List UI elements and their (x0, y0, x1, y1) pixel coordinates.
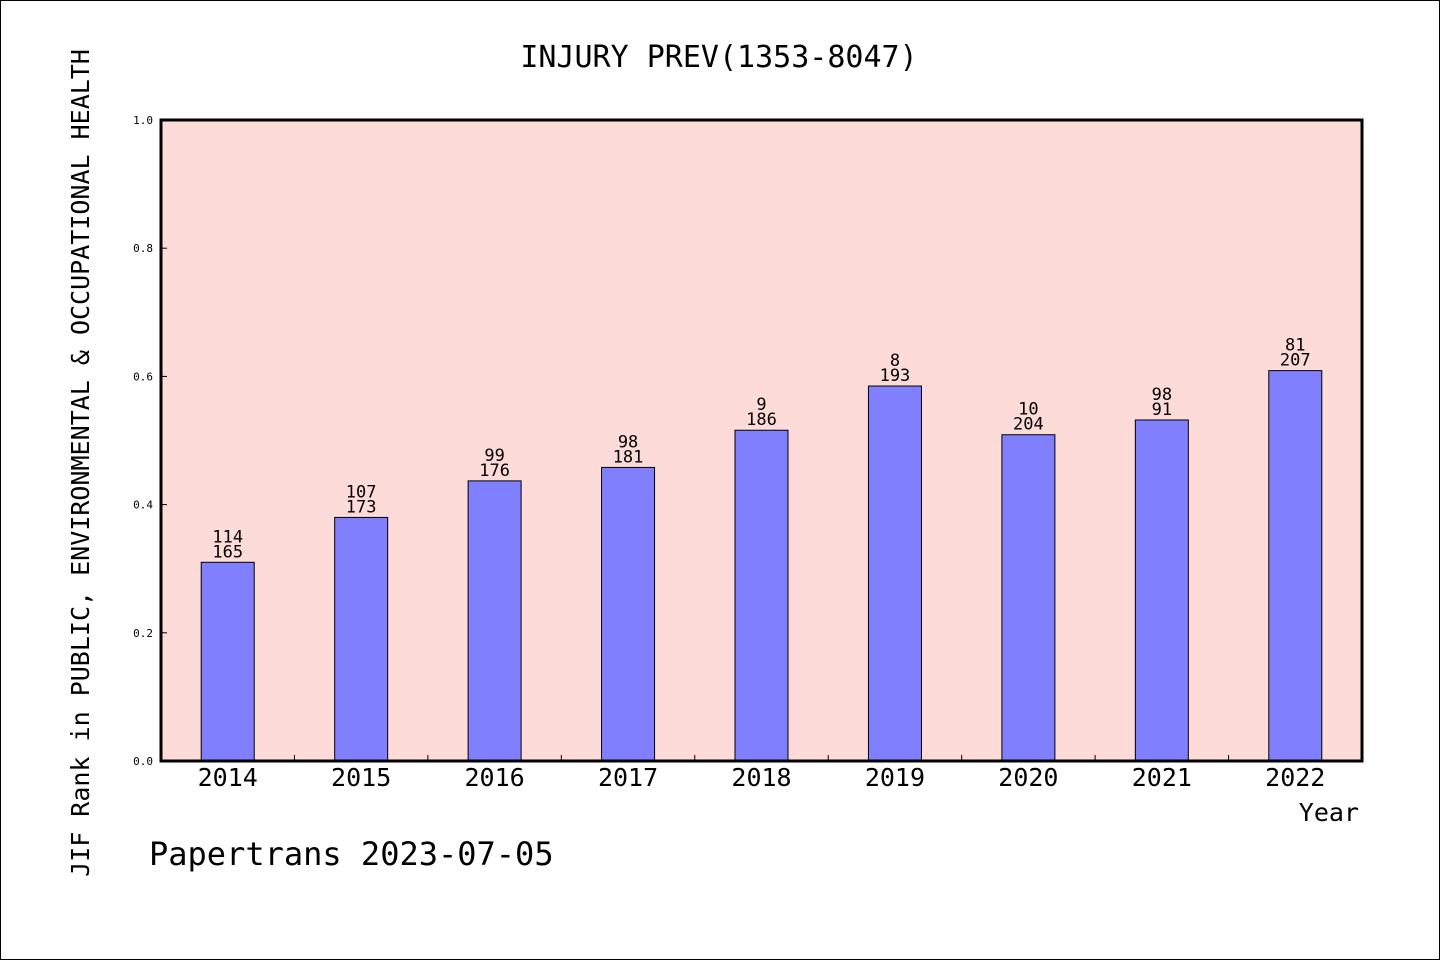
bar-total-label: 173 (346, 497, 377, 517)
y-axis-label: JIF Rank in PUBLIC, ENVIRONMENTAL & OCCU… (66, 49, 95, 877)
bar-rank-label: 99 (484, 446, 504, 466)
bar (1001, 434, 1056, 762)
x-axis-label: Year (1299, 798, 1359, 827)
bar-labels: 1141651071739917698181918681931020498918… (212, 336, 1310, 563)
bar-total-label: 207 (1280, 351, 1311, 371)
bar-rank-label: 98 (1152, 385, 1172, 405)
chart-title: INJURY PREV(1353-8047) (520, 40, 917, 75)
x-tick-label: 2018 (731, 763, 791, 792)
bar (467, 480, 522, 762)
x-tick-label: 2020 (998, 763, 1058, 792)
y-tick-label: 0.8 (133, 242, 153, 255)
bar-rank-label: 10 (1018, 400, 1038, 420)
x-tick-label: 2015 (331, 763, 391, 792)
y-tick-label: 0.0 (133, 755, 153, 768)
y-axis: 0.0 0.2 0.4 0.6 0.8 1.0 (133, 114, 167, 768)
bar-rank-label: 81 (1285, 336, 1305, 356)
x-tick-label: 2022 (1265, 763, 1325, 792)
x-tick-label: 2019 (865, 763, 925, 792)
bar-rank-label: 98 (618, 432, 638, 452)
y-tick-label: 0.2 (133, 627, 153, 640)
bar (734, 429, 789, 762)
y-tick-label: 0.4 (133, 499, 153, 512)
y-tick-label: 0.6 (133, 370, 153, 383)
bar-total-label: 193 (880, 366, 911, 386)
x-axis: 2014 2015 2016 2017 2018 2019 2020 2021 2022 (198, 755, 1325, 792)
bar-series (200, 370, 1323, 762)
x-tick-label: 2017 (598, 763, 658, 792)
bar-rank-label: 114 (212, 527, 243, 547)
bar (334, 516, 389, 762)
bar (867, 385, 922, 762)
plot-border (159, 118, 1364, 763)
bar (200, 561, 255, 762)
bar-rank-label: 8 (890, 351, 900, 371)
bar-total-label: 91 (1152, 400, 1172, 420)
bar (1134, 419, 1189, 762)
bar-rank-label: 9 (756, 395, 766, 415)
x-tick-label: 2014 (198, 763, 258, 792)
bar-total-label: 181 (613, 447, 644, 467)
watermark-text: Papertrans 2023-07-05 (149, 835, 554, 873)
bar-total-label: 176 (479, 461, 510, 481)
x-tick-label: 2016 (465, 763, 525, 792)
bar-total-label: 204 (1013, 415, 1044, 435)
x-tick-label: 2021 (1132, 763, 1192, 792)
bar-total-label: 165 (212, 542, 243, 562)
bar (1268, 370, 1323, 762)
bar (601, 466, 656, 762)
bar-rank-label: 107 (346, 482, 377, 502)
bar-total-label: 186 (746, 410, 777, 430)
y-tick-label: 1.0 (133, 114, 153, 127)
